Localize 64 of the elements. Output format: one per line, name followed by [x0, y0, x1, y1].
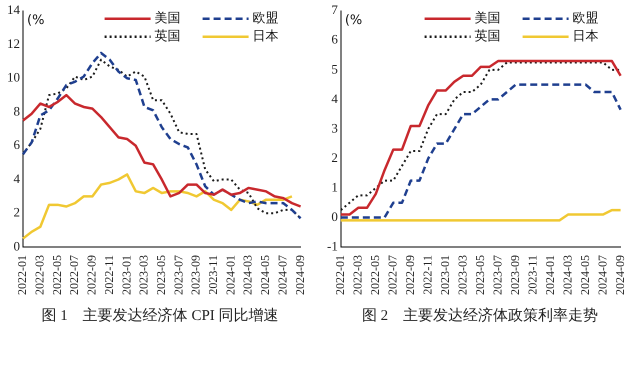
y-tick-label: -1: [326, 238, 338, 254]
x-tick-label: 2022-01: [332, 255, 347, 296]
x-tick-label: 2022-03: [350, 255, 364, 296]
x-tick-label: 2024-03: [240, 255, 255, 296]
x-tick-label: 2024-07: [275, 255, 290, 296]
x-tick-label: 2022-07: [67, 255, 82, 296]
line-series: [340, 83, 622, 219]
x-tick-label: 2023-07: [490, 255, 504, 296]
y-tick-label: 1: [331, 179, 338, 194]
x-tick-label: 2022-01: [15, 255, 30, 296]
x-tick-label: 2024-01: [542, 255, 557, 296]
legend-label: 欧盟: [572, 11, 599, 26]
legend-label: 日本: [572, 29, 599, 44]
y-tick-label: 2: [331, 150, 338, 165]
x-tick-label: 2023-07: [171, 255, 186, 296]
legend-label: 日本: [252, 29, 279, 44]
y-axis-title: (%: [27, 13, 44, 28]
x-tick-label: 2024-09: [612, 255, 627, 296]
legend-label: 英国: [474, 29, 501, 44]
y-tick-label: 0: [331, 208, 338, 224]
x-tick-label: 2022-05: [50, 255, 64, 296]
x-tick-label: 2024-05: [258, 255, 272, 296]
y-tick-label: 14: [7, 2, 20, 18]
y-tick-label: 4: [14, 170, 20, 186]
x-tick-label: 2022-09: [84, 255, 99, 296]
x-tick-label: 2022-11: [102, 255, 116, 295]
y-tick-label: 3: [331, 120, 338, 136]
x-tick-label: 2024-05: [578, 255, 592, 296]
x-tick-label: 2022-03: [32, 255, 47, 296]
text: 图 1 主要发达经济体 CPI 同比增速: [41, 306, 279, 325]
x-tick-label: 2024-03: [560, 255, 574, 296]
x-tick-label: 2023-09: [508, 255, 522, 296]
y-tick-label: 8: [14, 103, 20, 118]
legend-label: 欧盟: [252, 11, 279, 26]
x-tick-label: 2023-03: [455, 255, 470, 296]
x-tick-label: 2023-03: [136, 255, 151, 296]
x-tick-label: 2023-01: [119, 255, 134, 296]
x-tick-label: 2023-11: [206, 255, 220, 295]
x-tick-label: 2022-07: [385, 255, 400, 296]
y-tick-label: 10: [7, 70, 20, 85]
y-tick-label: 4: [331, 90, 338, 106]
x-tick-label: 2022-05: [368, 255, 382, 296]
y-tick-label: 12: [7, 36, 20, 51]
x-tick-label: 2023-09: [188, 255, 203, 296]
x-tick-label: 2024-09: [292, 255, 307, 296]
x-tick-label: 2022-11: [420, 255, 434, 295]
x-tick-label: 2024-07: [595, 255, 610, 296]
y-tick-label: 6: [14, 137, 20, 152]
y-tick-label: 6: [331, 32, 338, 47]
x-tick-label: 2023-11: [525, 255, 540, 295]
legend-label: 英国: [154, 29, 181, 44]
x-tick-label: 2023-01: [438, 255, 452, 296]
x-tick-label: 2023-05: [472, 255, 487, 296]
text: 图 2 主要发达经济体政策利率走势: [362, 306, 598, 325]
y-axis-title: (%: [344, 13, 362, 28]
y-tick-label: 2: [14, 204, 20, 220]
x-tick-label: 2024-01: [223, 255, 238, 296]
legend-label: 美国: [154, 10, 181, 26]
y-tick-label: 7: [331, 2, 338, 18]
y-tick-label: 5: [331, 61, 338, 76]
x-tick-label: 2022-09: [402, 255, 417, 296]
legend-label: 美国: [474, 10, 501, 26]
y-tick-label: 0: [14, 238, 20, 254]
x-tick-label: 2023-05: [154, 255, 168, 296]
